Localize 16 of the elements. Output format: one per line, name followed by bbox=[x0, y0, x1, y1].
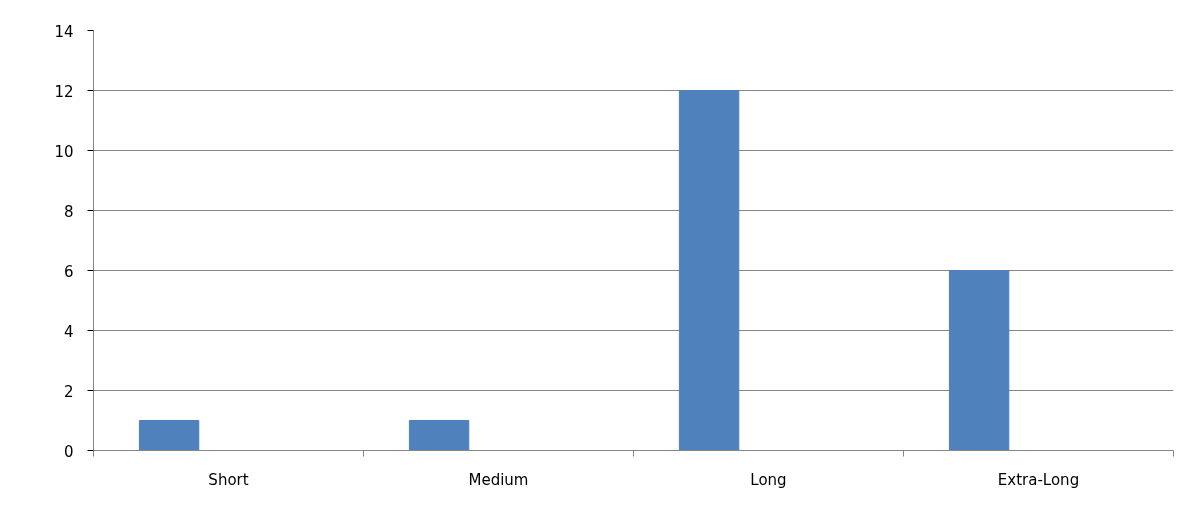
y-tick-label: 8 bbox=[63, 202, 74, 221]
bar bbox=[138, 420, 200, 451]
y-tick-label: 4 bbox=[63, 322, 74, 341]
bar bbox=[408, 420, 470, 451]
x-tick-label: Short bbox=[208, 470, 249, 489]
y-tick-label: 10 bbox=[54, 142, 74, 161]
y-tick-label: 14 bbox=[54, 22, 74, 41]
y-tick-label: 0 bbox=[63, 442, 74, 461]
y-tick-label: 6 bbox=[63, 262, 74, 281]
bar bbox=[678, 90, 740, 451]
x-tick-label: Long bbox=[750, 470, 787, 489]
x-tick-label: Extra-Long bbox=[997, 470, 1080, 489]
y-tick-label: 12 bbox=[54, 82, 74, 101]
y-tick-label: 2 bbox=[63, 382, 74, 401]
x-tick-label: Medium bbox=[468, 470, 529, 489]
bar bbox=[948, 270, 1010, 451]
